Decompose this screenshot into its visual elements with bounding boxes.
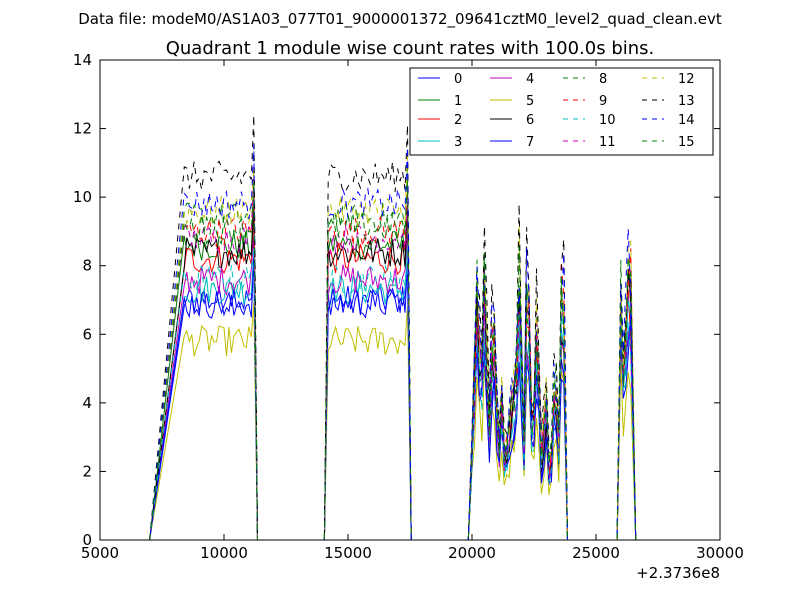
legend-label-5: 5: [526, 94, 534, 109]
y-tick-label: 12: [73, 120, 92, 138]
x-tick-label: 15000: [324, 544, 372, 562]
legend-label-13: 13: [678, 94, 695, 109]
legend-label-0: 0: [454, 72, 462, 87]
legend-label-11: 11: [599, 135, 616, 150]
series-line-15: [149, 179, 637, 541]
plot-series-group: [149, 115, 637, 541]
x-tick-label: 5000: [81, 544, 119, 562]
series-line-7: [149, 256, 637, 541]
legend-label-1: 1: [454, 94, 462, 109]
series-line-10: [149, 244, 637, 541]
legend-label-7: 7: [526, 135, 534, 150]
y-tick-label: 10: [73, 188, 92, 206]
legend-label-3: 3: [454, 135, 462, 150]
y-tick-label: 2: [82, 462, 92, 480]
series-line-6: [149, 203, 637, 541]
plot-frame: [99, 59, 721, 541]
legend-label-2: 2: [454, 113, 462, 128]
legend-label-6: 6: [526, 113, 534, 128]
x-tick-label: 20000: [448, 544, 496, 562]
legend-label-8: 8: [599, 72, 607, 87]
x-tick-label: 10000: [200, 544, 248, 562]
chart-title: Quadrant 1 module wise count rates with …: [166, 38, 655, 59]
y-tick-label: 14: [73, 51, 92, 69]
x-tick-label: 30000: [696, 544, 744, 562]
legend-label-10: 10: [599, 113, 616, 128]
series-line-14: [149, 144, 637, 541]
legend-label-15: 15: [678, 135, 695, 150]
y-tick-label: 0: [82, 531, 92, 549]
x-axis: 5000 10000 15000 20000 25000 30000: [81, 60, 744, 562]
y-tick-label: 8: [82, 257, 92, 275]
legend-label-9: 9: [599, 94, 607, 109]
suptitle: Data file: modeM0/AS1A03_077T01_90000013…: [78, 10, 722, 29]
series-line-5: [149, 302, 637, 541]
legend-label-4: 4: [526, 72, 534, 87]
series-line-11: [149, 185, 637, 541]
y-tick-label: 6: [82, 325, 92, 343]
x-offset-label: +2.3736e8: [636, 564, 720, 582]
y-tick-label: 4: [82, 394, 92, 412]
legend-label-14: 14: [678, 113, 695, 128]
series-line-12: [149, 155, 637, 541]
legend-label-12: 12: [678, 72, 695, 87]
series-line-2: [149, 204, 637, 541]
x-tick-label: 25000: [572, 544, 620, 562]
